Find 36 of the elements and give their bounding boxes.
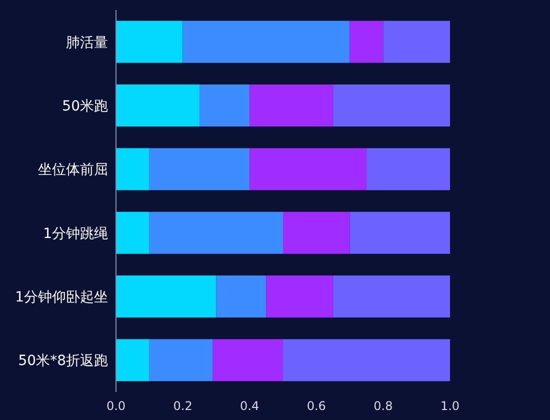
- bar: [283, 339, 450, 382]
- bar: [333, 84, 450, 127]
- bar: [116, 84, 200, 127]
- bar: [149, 339, 213, 382]
- bar: [383, 20, 450, 63]
- y-tick-label: 50米*8折返跑: [18, 353, 108, 370]
- y-tick-label: 1分钟跳绳: [43, 226, 108, 242]
- bar: [250, 148, 366, 190]
- bar: [283, 212, 350, 254]
- bar: [350, 20, 384, 63]
- bar: [149, 148, 250, 190]
- bar: [182, 20, 350, 63]
- bar: [333, 275, 450, 318]
- bar: [266, 275, 334, 318]
- y-tick-label: 50米跑: [62, 98, 108, 114]
- x-tick-label: 0.4: [240, 399, 260, 413]
- bar: [116, 339, 150, 382]
- bar: [216, 275, 266, 318]
- x-tick-label: 0.8: [374, 399, 393, 413]
- y-tick-label: 1分钟仰卧起坐: [15, 290, 108, 306]
- bar: [116, 20, 183, 63]
- bar: [116, 148, 150, 190]
- x-tick-label: 0.0: [106, 399, 126, 413]
- y-tick-label: 肺活量: [66, 34, 108, 51]
- x-tick-label: 0.6: [306, 399, 326, 413]
- bar: [350, 212, 450, 254]
- bar: [366, 148, 450, 190]
- y-tick-label: 坐位体前屈: [38, 162, 108, 178]
- bar: [212, 339, 283, 382]
- x-tick-label: 1.0: [440, 399, 460, 413]
- x-tick-label: 0.2: [173, 399, 192, 413]
- bar: [116, 275, 216, 318]
- bar: [200, 84, 250, 127]
- bar: [250, 84, 334, 127]
- bar: [149, 212, 283, 254]
- bar: [116, 212, 150, 254]
